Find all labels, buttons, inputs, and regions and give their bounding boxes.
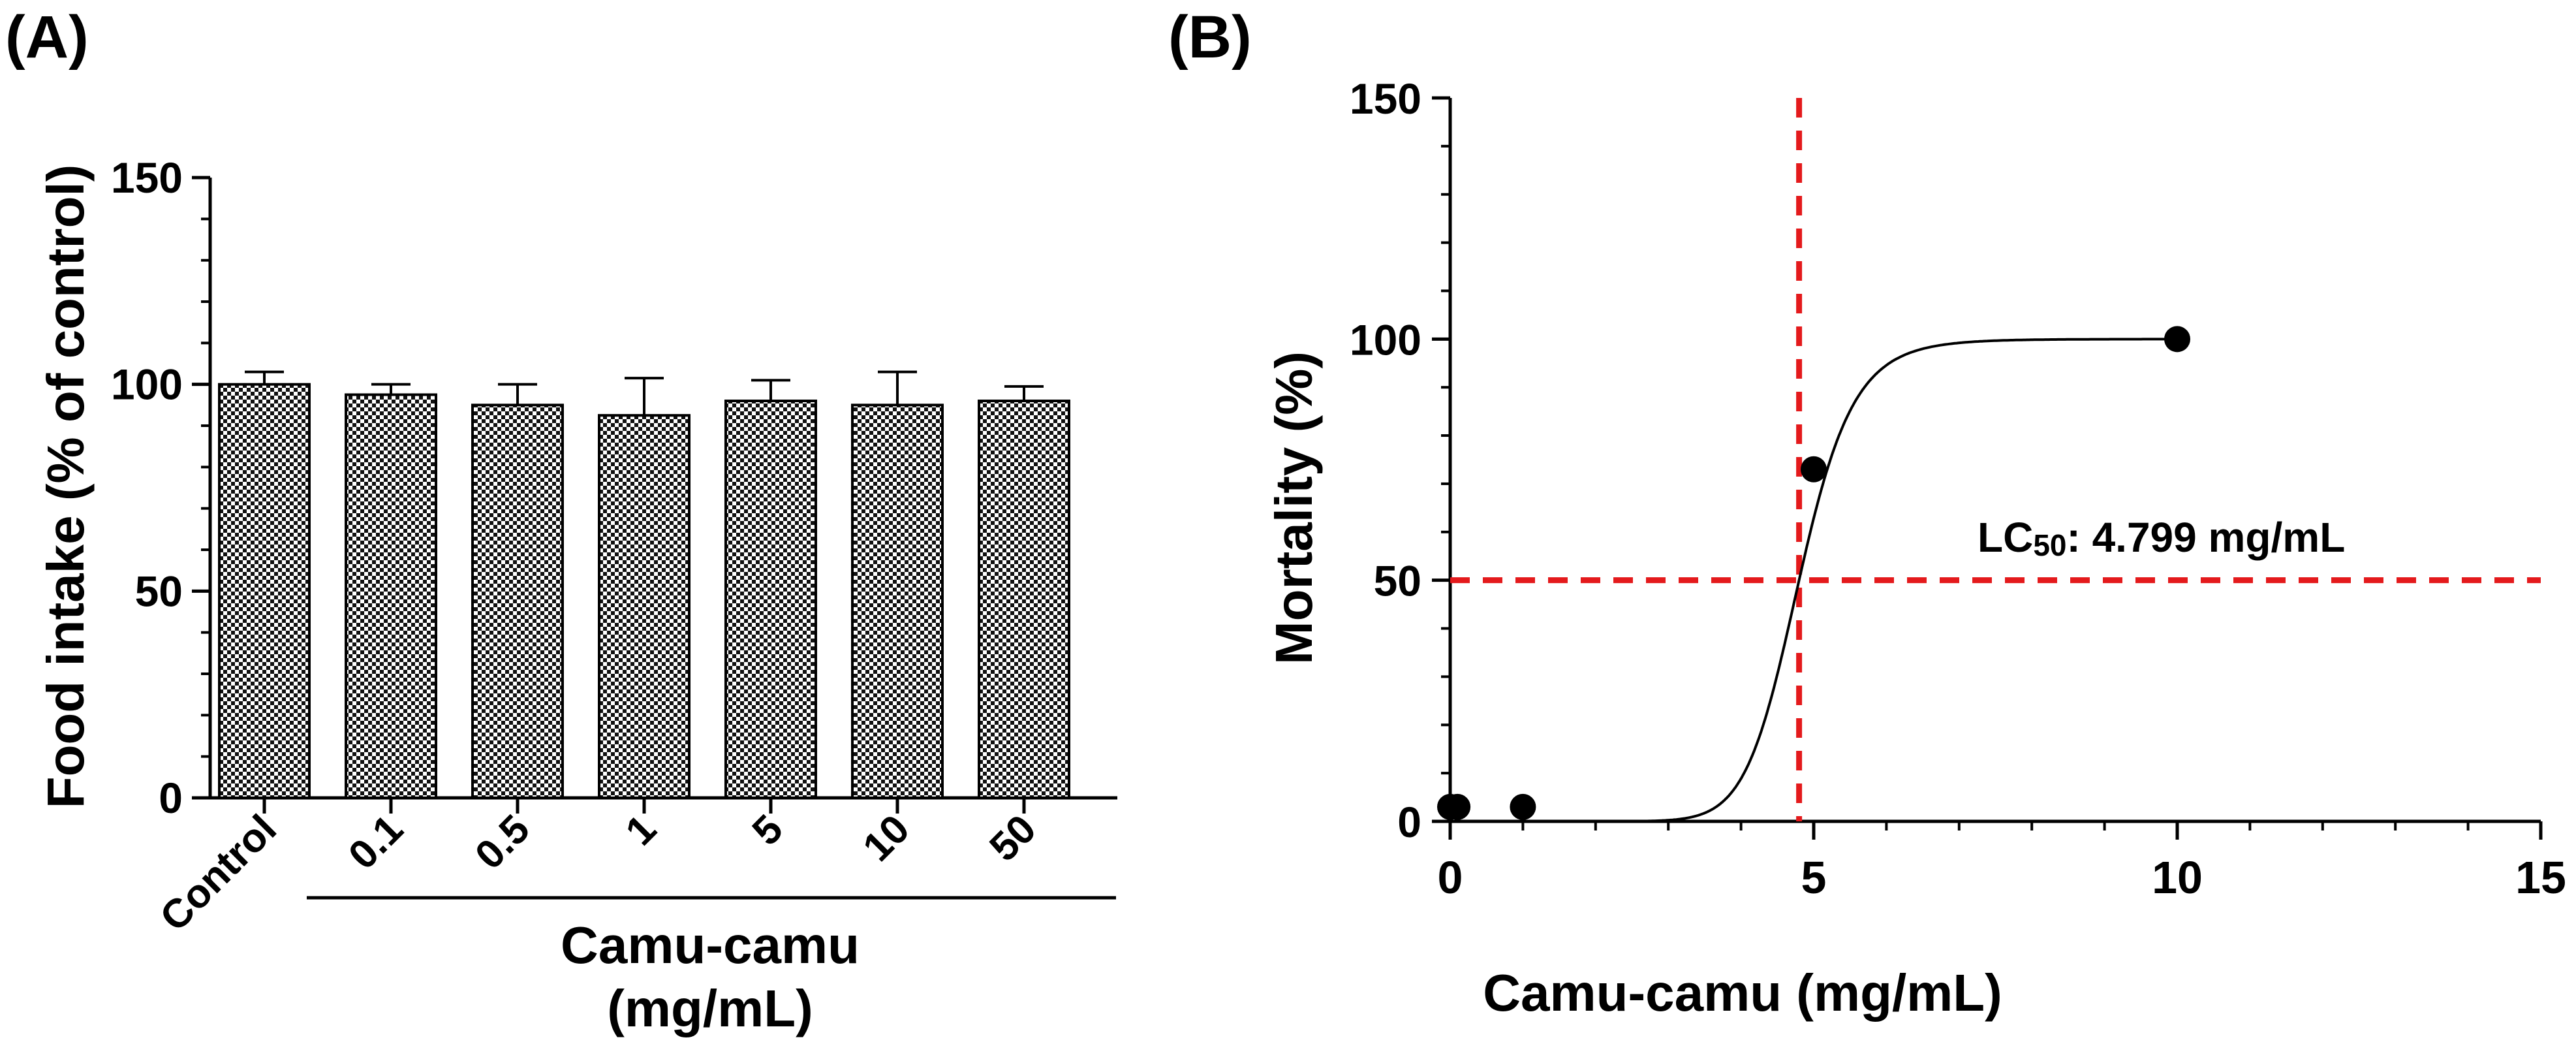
lc50-value: : 4.799 mg/mL — [2066, 514, 2345, 561]
panel-b-data-point — [2164, 326, 2190, 353]
panel-a-group-unit: (mg/mL) — [607, 979, 813, 1037]
panel-a-x-tick-label: 5 — [744, 806, 792, 854]
panel-b-y-tick-label: 0 — [1397, 798, 1421, 846]
panel-a-y-tick-label: 0 — [159, 774, 183, 822]
panel-a-group-label: Camu-camu — [561, 916, 860, 974]
panel-a: (A) Food intake (% of control) 050100150… — [5, 4, 1117, 1037]
panel-b-y-tick-label: 150 — [1350, 74, 1421, 123]
panel-b-reference-lines — [1450, 98, 2541, 821]
lc50-subscript: 50 — [2033, 528, 2066, 562]
panel-b-y-tick-label: 100 — [1350, 315, 1421, 364]
panel-a-bar — [851, 403, 944, 799]
panel-a-x-tick-label: 0.5 — [467, 806, 538, 878]
panel-b-data-point — [1801, 456, 1827, 482]
panel-a-x-tick-label: 10 — [854, 806, 918, 870]
panel-b-label: (B) — [1168, 4, 1252, 71]
panel-b-x-tick-label: 15 — [2515, 852, 2566, 903]
panel-b-data-point — [1444, 793, 1471, 820]
panel-b-fit-curve — [1453, 338, 2177, 823]
panel-a-bar — [598, 414, 691, 799]
panel-a-bar — [724, 400, 817, 799]
panel-a-y-tick-label: 150 — [111, 153, 183, 202]
lc50-prefix: LC — [1978, 514, 2033, 561]
panel-a-x-tick-label: 1 — [617, 806, 665, 854]
panel-a-y-axis-title: Food intake (% of control) — [37, 165, 95, 809]
panel-b-data-point — [1510, 793, 1536, 820]
panel-b-lc50-annotation: LC50: 4.799 mg/mL — [1978, 514, 2345, 562]
panel-a-bars — [218, 370, 1070, 799]
panel-b-x-axis-title: Camu-camu (mg/mL) — [1483, 964, 2002, 1022]
panel-a-bar — [978, 400, 1070, 799]
panel-b-x-tick-label: 0 — [1438, 852, 1463, 903]
panel-b-y-tick-label: 50 — [1374, 557, 1421, 605]
panel-b-axes: 0 50 100 150 0 5 10 15 — [1350, 74, 2566, 903]
panel-a-x-tick-label: 0.1 — [340, 806, 412, 878]
panel-b-points — [1437, 326, 2190, 820]
panel-a-x-tick-label: 50 — [981, 806, 1045, 870]
panel-b-x-tick-label: 10 — [2152, 852, 2203, 903]
panel-b: (B) Mortality (%) Camu-camu (mg/mL) 0501… — [1168, 4, 2566, 1022]
panel-a-label: (A) — [5, 4, 89, 71]
panel-a-y-tick-label: 50 — [135, 567, 183, 615]
panel-b-y-axis-title: Mortality (%) — [1265, 351, 1323, 665]
panel-a-bar — [218, 383, 311, 799]
panel-a-x-tick-label: Control — [151, 806, 285, 940]
panel-a-bar — [345, 393, 437, 799]
panel-b-x-tick-label: 5 — [1801, 852, 1827, 903]
panel-a-y-tick-label: 100 — [111, 360, 183, 409]
panel-a-bar — [471, 403, 564, 799]
